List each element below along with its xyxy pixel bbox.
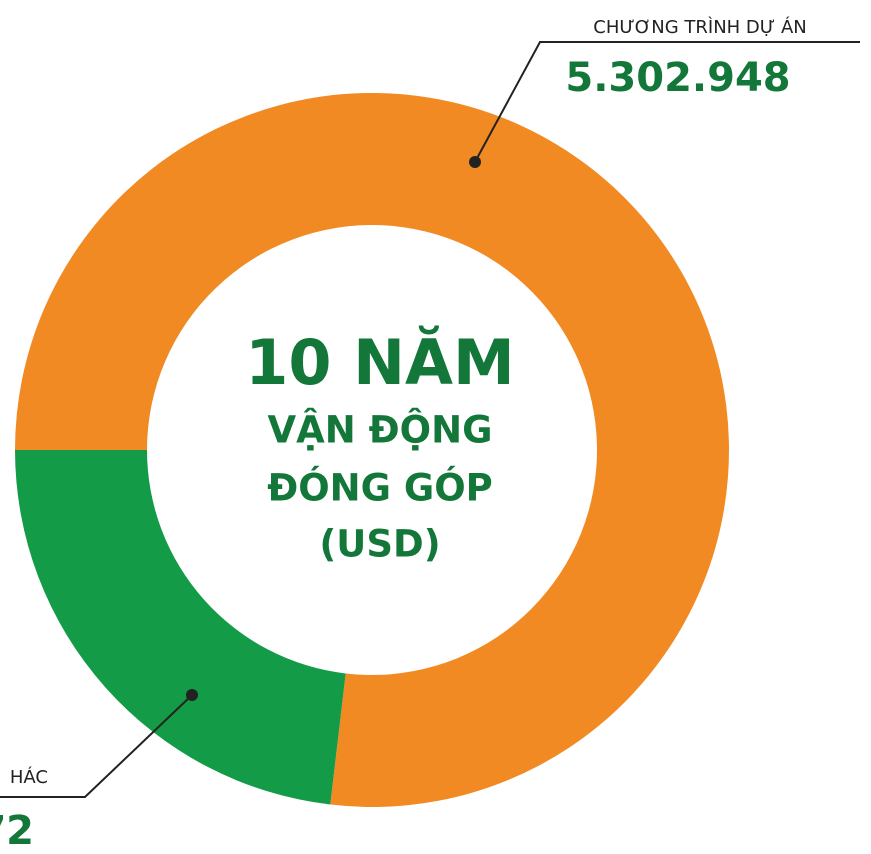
donut-segment [15,92,730,807]
value-label: 72 [0,808,34,854]
leader-line [0,694,193,798]
leader-dot [186,689,198,701]
category-label: CHƯƠNG TRÌNH DỰ ÁN [593,16,806,38]
value-label: 5.302.948 [565,55,790,101]
leader-dot [469,156,481,168]
category-label: HÁC [10,766,48,788]
leader-line [474,41,860,163]
donut-segment [15,450,346,805]
center-text: VẬN ĐỘNG [268,408,493,452]
center-text: 10 NĂM [245,326,514,399]
center-text: (USD) [319,523,440,566]
center-text: ĐÓNG GÓP [267,466,493,510]
